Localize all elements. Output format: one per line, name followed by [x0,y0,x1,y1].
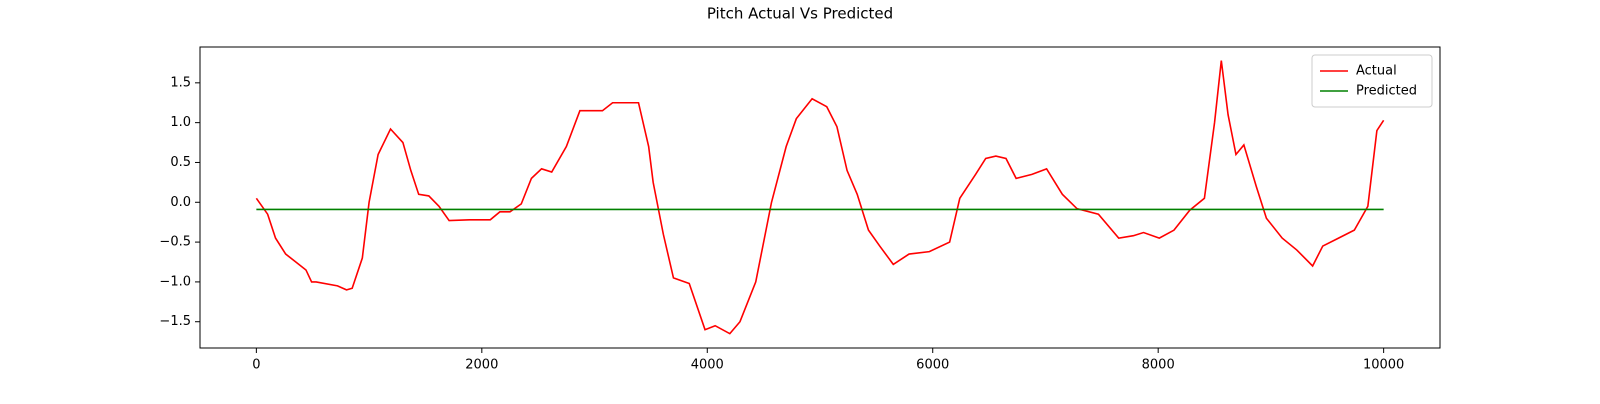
series-line [255,60,1385,335]
y-tick-label: 1.5 [170,75,191,90]
plot-frame [199,46,1441,349]
y-tick-label: 0.0 [170,195,191,210]
y-tick-label: 0.5 [170,155,191,170]
y-tick-label: −1.5 [159,314,191,329]
x-tick-label: 4000 [691,358,724,373]
x-tick-label: 8000 [1142,358,1175,373]
legend-box [1311,54,1433,108]
x-tick-label: 0 [252,358,260,373]
y-tick-label: −0.5 [159,235,191,250]
legend-label: Predicted [1356,84,1417,99]
chart-title: Pitch Actual Vs Predicted [707,5,893,23]
x-tick-label: 6000 [916,358,949,373]
legend-label: Actual [1356,64,1397,79]
x-tick-label: 2000 [465,358,498,373]
y-tick-label: −1.0 [159,274,191,289]
x-tick-label: 10000 [1363,358,1404,373]
y-tick-label: 1.0 [170,115,191,130]
